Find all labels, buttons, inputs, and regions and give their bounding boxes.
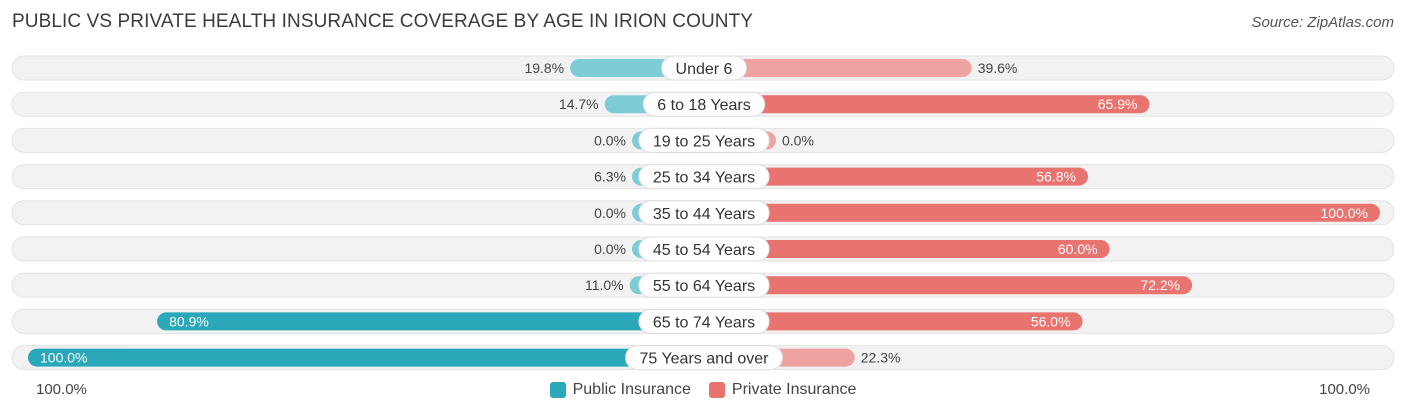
chart-legend: Public Insurance Private Insurance: [0, 379, 1406, 401]
category-pill: [638, 308, 770, 334]
legend-item-public: Public Insurance: [549, 381, 691, 399]
axis-left-label: 100.0%: [36, 381, 87, 398]
value-label-public: 11.0%: [585, 277, 624, 293]
legend-label-public: Public Insurance: [572, 381, 691, 398]
legend-label-private: Private Insurance: [731, 381, 857, 398]
value-label-private: 72.2%: [1140, 277, 1180, 293]
category-pill: [638, 272, 770, 298]
value-label-private: 100.0%: [1321, 205, 1368, 221]
category-label: 6 to 18 Years: [657, 97, 750, 114]
legend-swatch-public: [549, 382, 566, 398]
category-label: 65 to 74 Years: [653, 314, 755, 331]
value-label-private: 22.3%: [861, 350, 901, 366]
value-label-private: 56.8%: [1036, 169, 1076, 185]
bar-private: [704, 312, 1083, 331]
category-pill: [638, 200, 770, 226]
value-label-private: 0.0%: [782, 132, 814, 148]
chart-title: PUBLIC VS PRIVATE HEALTH INSURANCE COVER…: [12, 11, 754, 32]
bar-private: [704, 203, 1380, 222]
category-label: 45 to 54 Years: [653, 242, 755, 259]
bar-private: [704, 95, 1150, 114]
category-label: 75 Years and over: [640, 351, 770, 368]
chart-source: Source: ZipAtlas.com: [1251, 14, 1394, 31]
bar-private: [704, 240, 1110, 258]
value-label-private: 56.0%: [1031, 313, 1071, 329]
bar-public: [28, 348, 704, 367]
legend-swatch-private: [708, 382, 725, 398]
bar-private: [704, 276, 1193, 295]
value-label-private: 39.6%: [978, 60, 1018, 76]
value-label-public: 0.0%: [594, 241, 626, 257]
category-pill: [661, 55, 747, 81]
value-label-public: 0.0%: [594, 132, 626, 148]
value-label-public: 19.8%: [524, 60, 564, 76]
category-pill: [642, 91, 766, 117]
value-label-public: 6.3%: [594, 169, 626, 185]
category-label: 25 to 34 Years: [653, 170, 755, 187]
value-label-public: 100.0%: [40, 350, 87, 366]
category-pill: [638, 127, 770, 153]
legend-item-private: Private Insurance: [708, 381, 857, 399]
bar-private: [704, 167, 1088, 186]
category-pill: [638, 164, 770, 190]
value-label-public: 80.9%: [169, 313, 209, 329]
category-label: Under 6: [676, 61, 733, 78]
value-label-public: 0.0%: [594, 205, 626, 221]
value-label-public: 14.7%: [559, 96, 599, 112]
category-pill: [638, 236, 770, 262]
bar-private: [704, 59, 972, 77]
category-pill: [625, 345, 783, 371]
category-label: 19 to 25 Years: [653, 133, 755, 150]
value-label-private: 60.0%: [1058, 241, 1098, 257]
category-label: 55 to 64 Years: [653, 278, 755, 295]
value-label-private: 65.9%: [1098, 96, 1138, 112]
chart-canvas: 19.8% 39.6% Under 6 14.7% 65.9% 6 to 18 Years…: [11, 55, 1395, 371]
category-label: 35 to 44 Years: [653, 206, 755, 223]
bar-public: [157, 312, 705, 331]
axis-right-label: 100.0%: [1319, 381, 1370, 398]
